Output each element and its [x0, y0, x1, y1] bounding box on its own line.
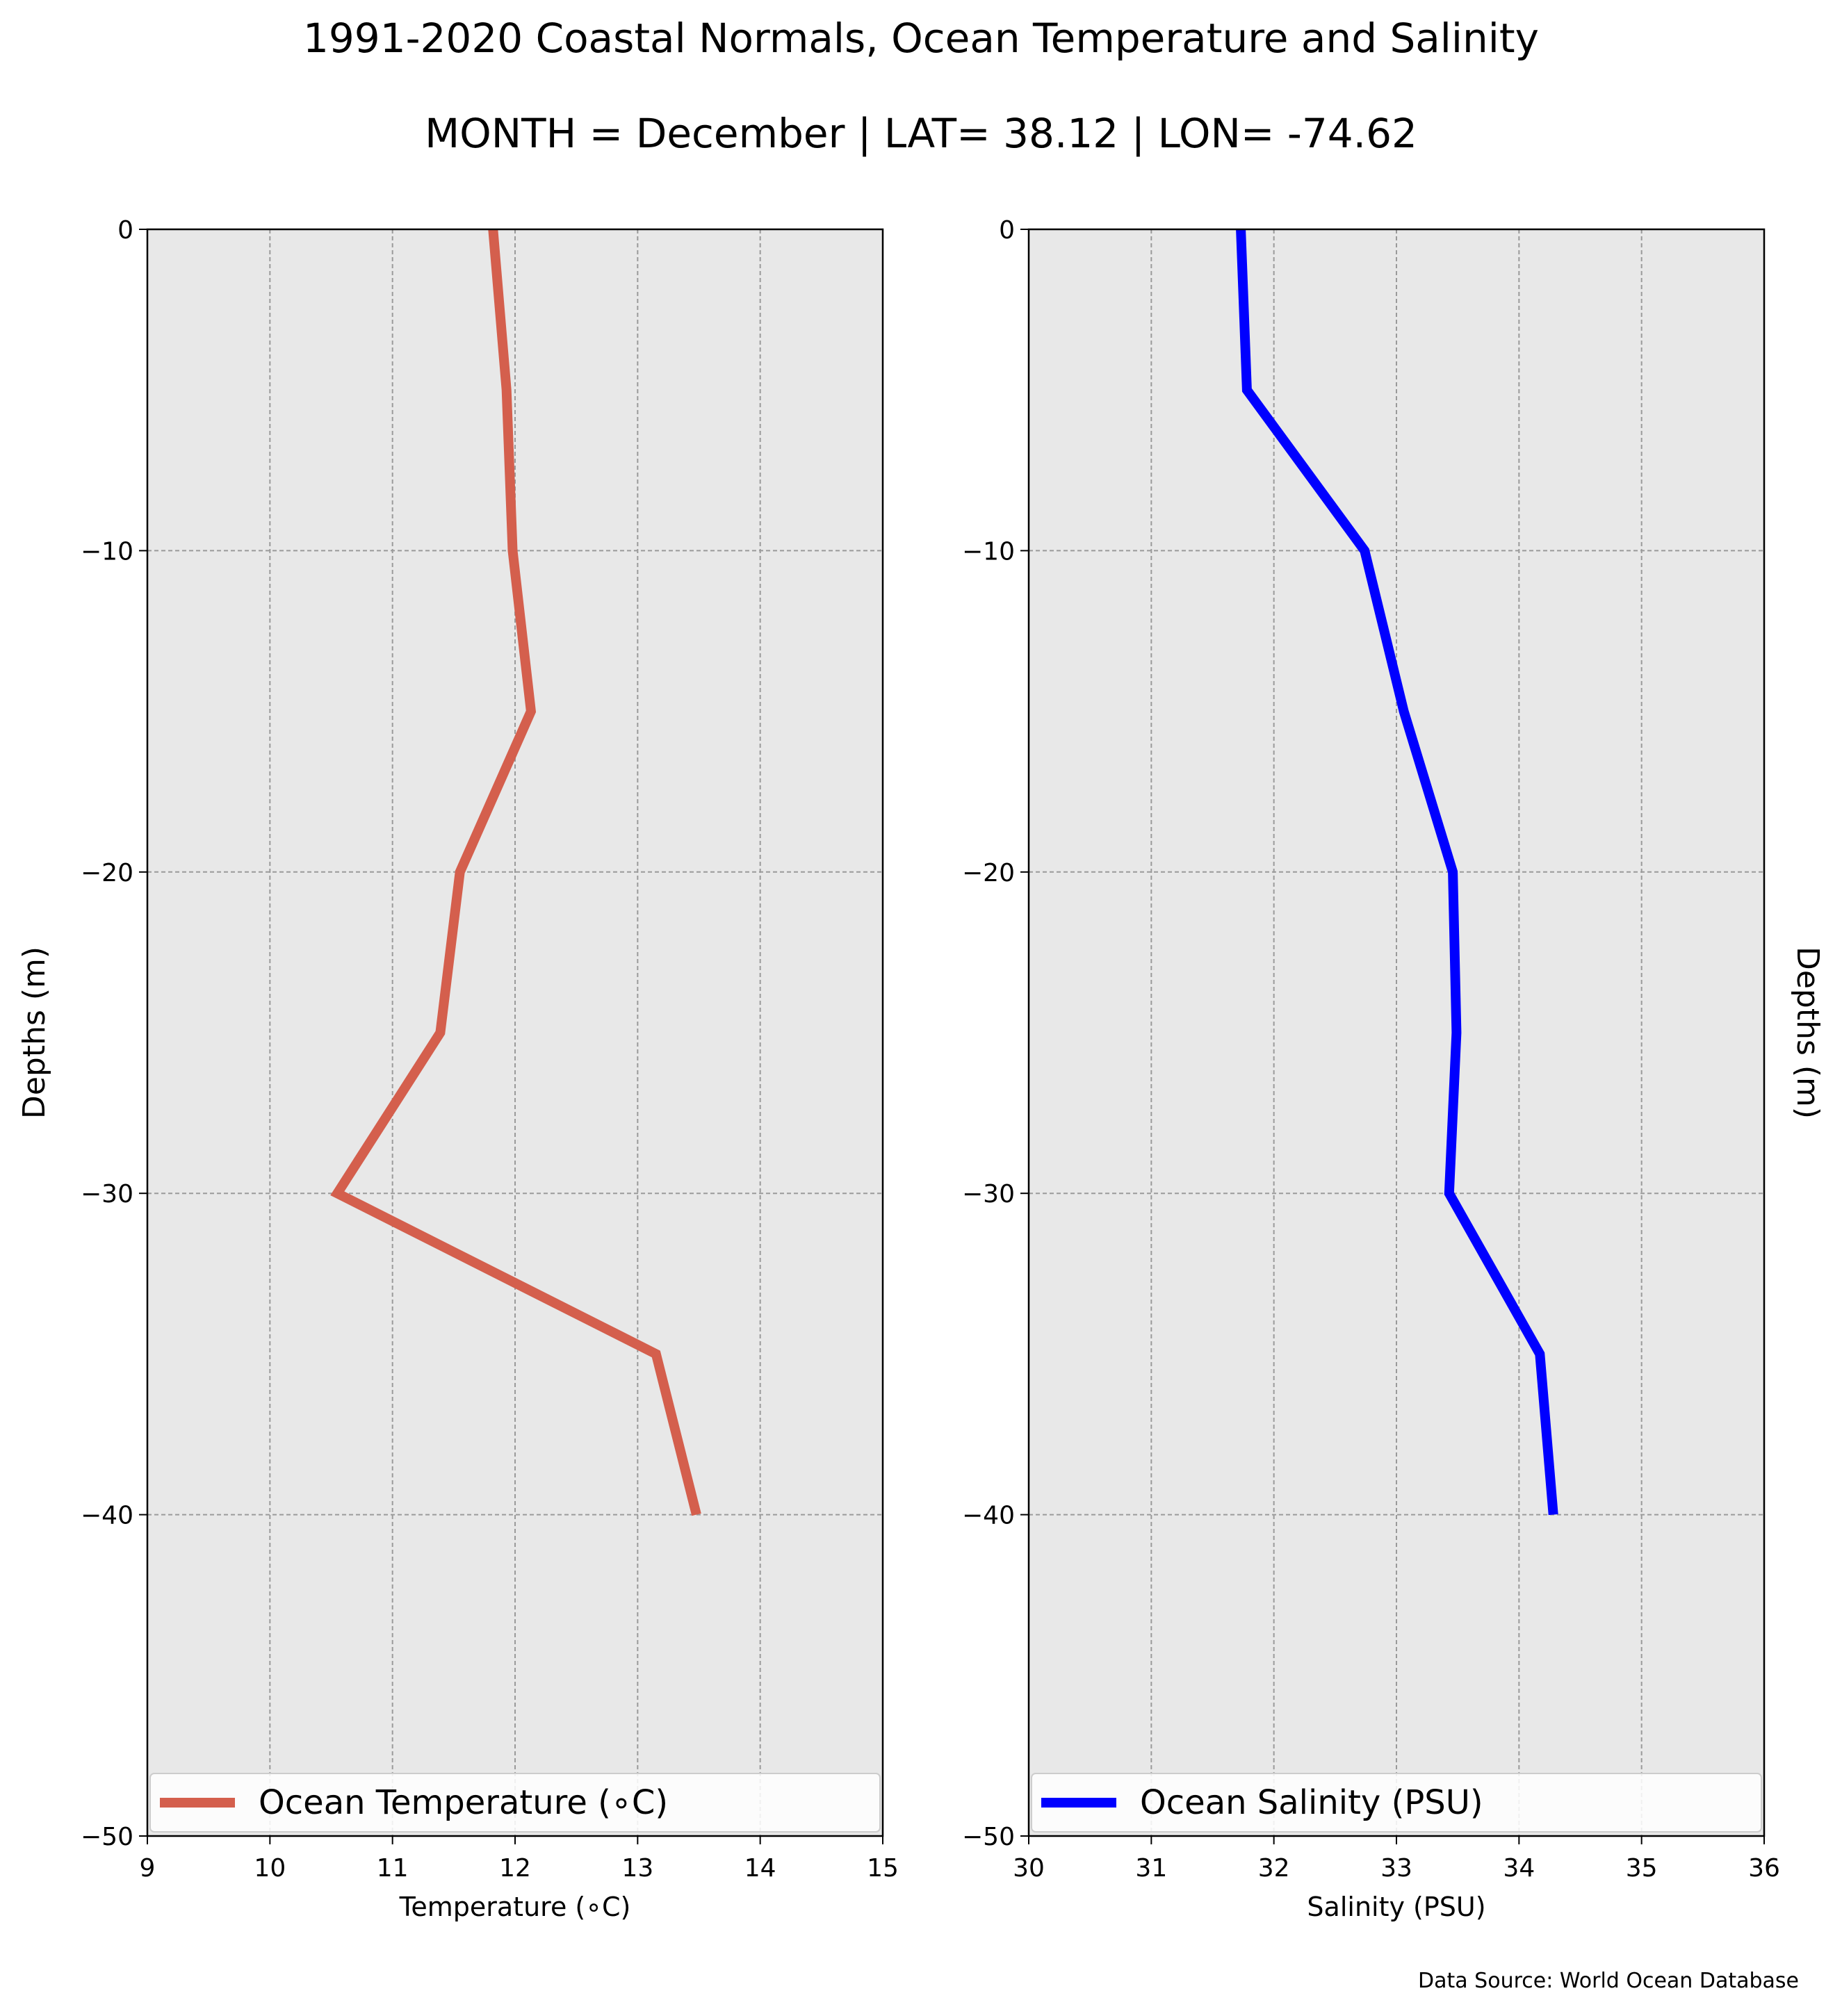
- x-tick-label: 33: [1380, 1854, 1412, 1883]
- temperature-panel: 9 10 11 12 13 14 15 −50 −40 −30 −20 −10 0 Ocean Tempe…: [17, 216, 899, 1922]
- x-tick-label: 12: [499, 1854, 531, 1883]
- y-tick-label: −50: [962, 1823, 1015, 1851]
- y-tick-label: 0: [117, 216, 133, 245]
- y-tick-label: −20: [962, 859, 1015, 887]
- x-tick-label: 36: [1748, 1854, 1780, 1883]
- x-tick-label: 32: [1258, 1854, 1290, 1883]
- x-axis-label: Temperature (∘C): [399, 1892, 631, 1922]
- plot-frame: [146, 228, 884, 1837]
- legend-entry: Ocean Temperature (∘C): [259, 1783, 668, 1822]
- series-line-0: [330, 229, 701, 1516]
- y-tick-label: −40: [962, 1502, 1015, 1530]
- y-axis-label: Depths (m): [17, 946, 52, 1119]
- y-tick-label: −10: [962, 537, 1015, 566]
- y-tick-label: −20: [81, 859, 133, 887]
- x-tick-label: 34: [1503, 1854, 1535, 1883]
- chart-title: 1991-2020 Coastal Normals, Ocean Tempera…: [303, 15, 1539, 62]
- legend: Ocean Salinity (PSU): [1031, 1773, 1762, 1833]
- x-tick-label: 14: [744, 1854, 776, 1883]
- y-tick-label: −10: [81, 537, 133, 566]
- chart-subtitle: MONTH = December | LAT= 38.12 | LON= -74…: [425, 110, 1417, 157]
- data-source-note: Data Source: World Ocean Database: [1418, 1969, 1799, 1993]
- salinity-panel: 30 31 32 33 34 35 36 −50 −40 −30 −20 −10 0 Ocean Sali…: [962, 216, 1825, 1922]
- x-tick-label: 11: [377, 1854, 409, 1883]
- y-tick-label: −40: [81, 1502, 133, 1530]
- x-tick-label: 31: [1135, 1854, 1167, 1883]
- y-axis-label: Depths (m): [1790, 946, 1825, 1119]
- y-tick-label: −30: [962, 1180, 1015, 1208]
- y-tick-label: 0: [999, 216, 1015, 245]
- x-tick-label: 13: [621, 1854, 653, 1883]
- x-tick-label: 30: [1013, 1854, 1045, 1883]
- legend-box: [149, 1773, 881, 1833]
- x-tick-label: 35: [1626, 1854, 1658, 1883]
- series-line-0: [1236, 229, 1558, 1516]
- y-tick-label: −50: [81, 1823, 133, 1851]
- legend-entry: Ocean Salinity (PSU): [1140, 1783, 1483, 1822]
- legend: Ocean Temperature (∘C): [149, 1773, 881, 1833]
- legend-box: [1031, 1773, 1762, 1833]
- x-tick-label: 9: [140, 1854, 156, 1883]
- x-tick-label: 10: [254, 1854, 286, 1883]
- y-tick-label: −30: [81, 1180, 133, 1208]
- x-axis-label: Salinity (PSU): [1307, 1892, 1485, 1922]
- plot-frame: [1027, 228, 1766, 1837]
- x-tick-label: 15: [867, 1854, 899, 1883]
